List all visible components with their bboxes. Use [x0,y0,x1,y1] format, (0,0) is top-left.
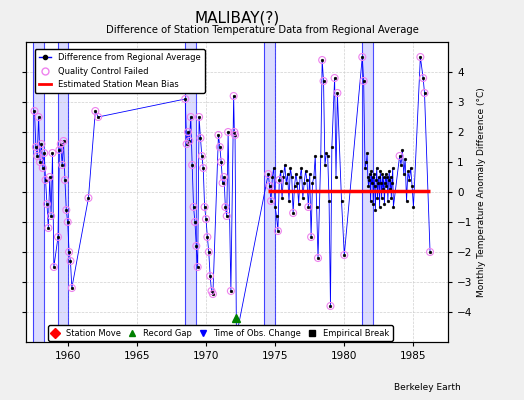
Point [209,291,217,297]
Point [206,273,214,279]
Point [289,210,297,216]
Point [63,219,72,225]
Point [416,54,424,60]
Bar [362,42,373,342]
Point [220,174,228,180]
Point [304,204,312,210]
Point [274,228,282,234]
Text: Difference of Station Temperature Data from Regional Average: Difference of Station Temperature Data f… [105,25,419,35]
Point [420,90,429,96]
Point [55,147,63,153]
Point [219,180,227,186]
Point [314,255,322,261]
Point [182,141,191,147]
Point [264,171,272,177]
Point [84,195,93,201]
Point [195,114,203,120]
Point [185,138,193,144]
Point [340,252,348,258]
Point [48,150,57,156]
Point [204,249,213,255]
Point [37,141,46,147]
Bar [58,42,68,342]
Point [359,78,368,84]
Bar [185,42,196,342]
Text: Berkeley Earth: Berkeley Earth [395,383,461,392]
Point [203,234,212,240]
Point [91,108,100,114]
Point [333,90,342,96]
Point [68,285,76,291]
Point [200,204,209,210]
Point [208,288,216,294]
Point [30,108,39,114]
Point [47,213,56,219]
Point [41,177,50,183]
Point [43,201,51,207]
Point [231,132,239,138]
Point [217,159,225,165]
Y-axis label: Monthly Temperature Anomaly Difference (°C): Monthly Temperature Anomaly Difference (… [477,87,486,297]
Point [36,159,44,165]
Point [199,165,208,171]
Point [230,93,238,99]
Point [221,204,230,210]
Point [202,216,210,222]
Point [31,144,40,150]
Point [307,234,315,240]
Point [227,288,235,294]
Point [50,264,58,270]
Bar [264,42,275,342]
Point [35,114,43,120]
Point [358,54,366,60]
Point [275,177,283,183]
Legend: Station Move, Record Gap, Time of Obs. Change, Empirical Break: Station Move, Record Gap, Time of Obs. C… [48,325,392,341]
Point [396,153,404,159]
Point [61,177,69,183]
Point [214,132,223,138]
Point [39,165,47,171]
Point [54,234,62,240]
Point [192,243,201,249]
Bar [33,42,44,342]
Point [57,141,65,147]
Point [224,129,232,135]
Point [196,135,205,141]
Point [223,213,231,219]
Point [198,153,206,159]
Point [184,129,192,135]
Point [58,162,67,168]
Point [62,207,71,213]
Point [40,150,48,156]
Point [66,258,74,264]
Point [191,219,199,225]
Point [46,174,54,180]
Point [59,138,68,144]
Point [193,264,202,270]
Point [230,129,238,135]
Point [44,225,52,231]
Point [319,78,328,84]
Point [326,303,335,309]
Point [426,249,434,255]
Point [188,162,196,168]
Point [318,57,326,63]
Point [419,75,427,81]
Point [267,198,275,204]
Point [94,114,102,120]
Point [65,249,73,255]
Point [216,144,224,150]
Point [187,114,195,120]
Point [266,183,274,189]
Point [232,333,241,339]
Point [181,96,190,102]
Point [331,75,339,81]
Title: MALIBAY(?): MALIBAY(?) [194,10,280,26]
Point [33,153,41,159]
Point [189,204,198,210]
